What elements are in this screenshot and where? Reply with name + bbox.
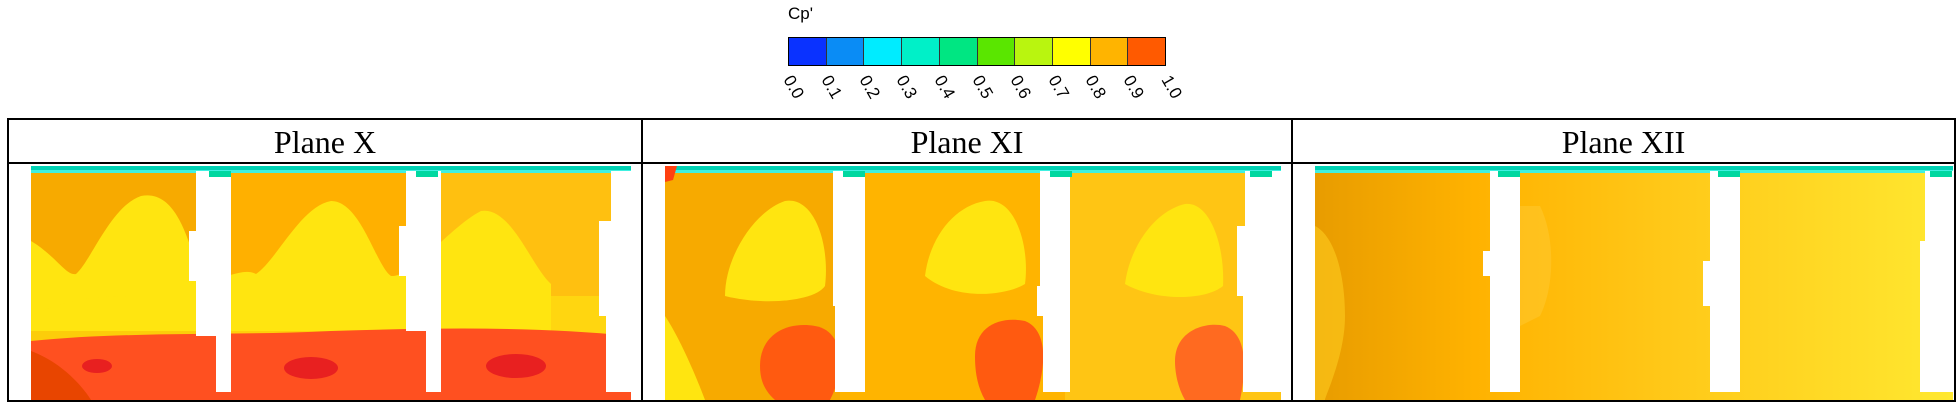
colorbar (788, 37, 1166, 66)
panel-title-plane-xi: Plane XI (910, 124, 1024, 160)
colorbar-swatch (1128, 38, 1166, 65)
colorbar-tick-label: 0.2 (855, 72, 884, 102)
colorbar-tick-label: 0.6 (1006, 72, 1035, 102)
colorbar-swatch (789, 38, 827, 65)
colorbar-tick-label: 0.9 (1119, 72, 1149, 102)
colorbar-swatch (1052, 38, 1091, 65)
colorbar-swatch (977, 38, 1016, 65)
colorbar-swatch (864, 38, 903, 65)
colorbar-swatch (1015, 38, 1053, 65)
colorbar-tick-label: 0.1 (817, 72, 846, 102)
colorbar-tick-label: 0.3 (892, 72, 922, 102)
colorbar-swatch (826, 38, 865, 65)
panel-title-plane-x: Plane X (273, 124, 377, 160)
colorbar-swatch (939, 38, 978, 65)
colorbar-tick-label: 0.5 (968, 72, 997, 102)
colorbar-swatch (1090, 38, 1129, 65)
contour-field-plane-x (31, 166, 631, 400)
colorbar-swatch (902, 38, 940, 65)
header-divider (9, 162, 1954, 164)
contour-field-plane-xii (1315, 166, 1953, 400)
colorbar-tick-label: 0.7 (1044, 72, 1073, 102)
colorbar-tick-label: 1.0 (1157, 72, 1186, 102)
panel-table: Plane X Plane XI Plane XII (7, 118, 1956, 402)
column-divider-1 (641, 120, 643, 400)
column-divider-2 (1291, 120, 1293, 400)
colorbar-tick-label: 0.4 (930, 72, 960, 102)
colorbar-tick-label: 0.8 (1081, 72, 1111, 102)
contour-field-plane-xi (665, 166, 1281, 400)
panel-title-plane-xii: Plane XII (1561, 124, 1686, 160)
colorbar-title: Cp' (788, 4, 813, 23)
colorbar-tick-label: 0.0 (779, 72, 808, 102)
